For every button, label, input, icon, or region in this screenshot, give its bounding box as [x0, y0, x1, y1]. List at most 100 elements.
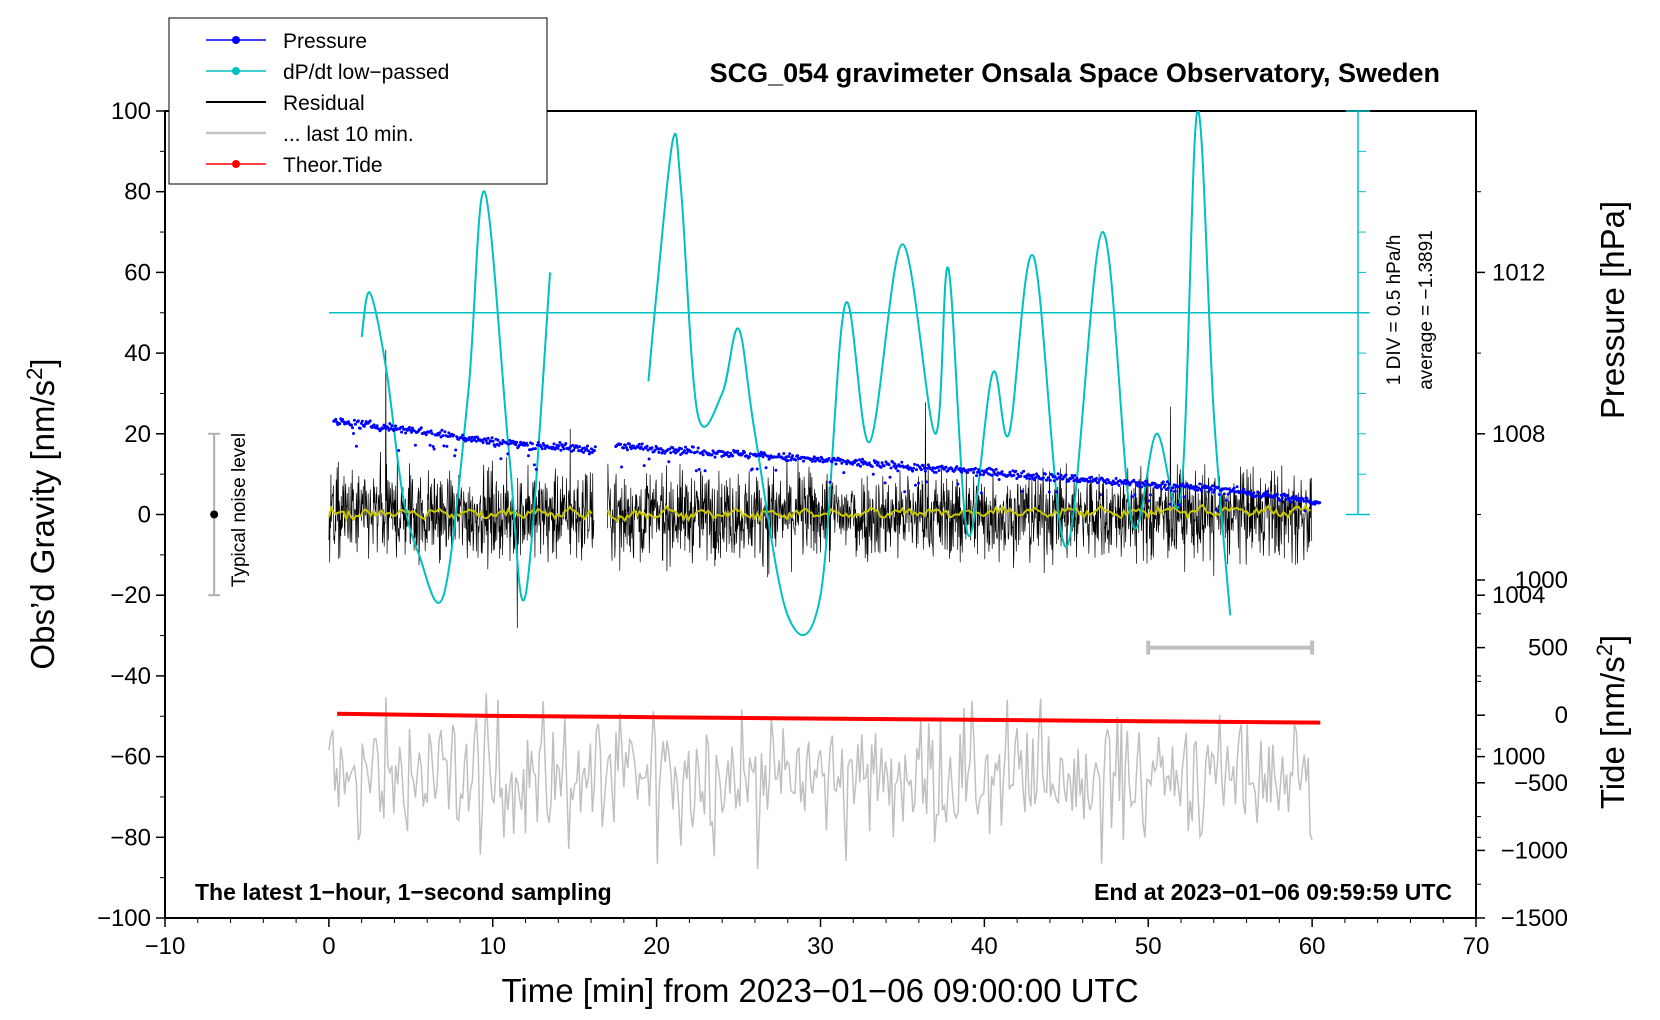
- pressure-point: [997, 478, 1001, 481]
- pressure-point: [572, 448, 576, 452]
- pressure-point: [619, 442, 623, 446]
- pressure-point: [353, 422, 357, 426]
- pressure-point: [552, 442, 556, 446]
- pressure-point: [375, 424, 379, 428]
- pressure-point: [758, 454, 762, 458]
- pressure-point: [882, 464, 886, 468]
- pressure-point: [888, 475, 892, 479]
- pressure-point: [1173, 489, 1177, 493]
- y-tick-label: 100: [111, 98, 151, 125]
- pressure-point: [892, 464, 896, 468]
- legend-label-last10: ... last 10 min.: [283, 123, 414, 146]
- pressure-point: [1192, 485, 1196, 489]
- pressure-point: [1138, 482, 1142, 486]
- pressure-point: [1303, 509, 1307, 513]
- pressure-point: [500, 442, 504, 446]
- pressure-point: [1275, 492, 1279, 496]
- pressure-point: [915, 468, 918, 472]
- y-tick-label: −60: [110, 744, 151, 771]
- pressure-point: [802, 459, 805, 463]
- y-tick-label: −80: [110, 824, 151, 851]
- pressure-point: [452, 433, 456, 437]
- pressure-point: [930, 468, 934, 472]
- annotation-bottom-right: End at 2023−01−06 09:59:59 UTC: [1094, 879, 1452, 905]
- x-axis-title: Time [min] from 2023−01−06 09:00:00 UTC: [501, 972, 1138, 1009]
- pressure-point: [855, 459, 859, 463]
- pressure-point: [820, 457, 824, 461]
- pressure-point: [1073, 474, 1077, 477]
- pressure-point: [1217, 493, 1221, 496]
- dpdt-average-label: average = −1.3891: [1416, 230, 1437, 390]
- x-tick-label: 40: [971, 933, 998, 960]
- pressure-point: [637, 442, 641, 446]
- tide-tick-label: 1000: [1515, 567, 1568, 594]
- pressure-point: [876, 461, 880, 465]
- pressure-point: [923, 469, 927, 473]
- pressure-point: [1019, 474, 1023, 478]
- pressure-point: [977, 468, 980, 472]
- pressure-point: [386, 426, 390, 430]
- pressure-point: [350, 423, 353, 427]
- pressure-point: [887, 463, 891, 467]
- pressure-point: [903, 490, 907, 494]
- annotation-bottom-left: The latest 1−hour, 1−second sampling: [195, 879, 612, 905]
- series-residual-line-1: [328, 349, 595, 629]
- pressure-point: [1098, 493, 1102, 497]
- pressure-point: [743, 451, 746, 454]
- pressure-point: [1289, 500, 1293, 504]
- pressure-point: [347, 420, 350, 424]
- pressure-point: [979, 491, 983, 495]
- x-tick-label: 60: [1299, 933, 1326, 960]
- pressure-point: [443, 430, 447, 434]
- pressure-point: [1117, 483, 1121, 487]
- y-axis-title-tide-sup: 2: [1592, 644, 1617, 656]
- pressure-tick-label: 1012: [1492, 259, 1545, 286]
- axis-layer: −10 0 10 20 30 40 50 60 70100806040200−20−40−60−…: [97, 98, 1568, 960]
- pressure-point: [867, 461, 871, 465]
- pressure-point: [430, 432, 434, 436]
- pressure-point: [388, 422, 392, 426]
- tide-tick-label: −1000: [1501, 837, 1568, 864]
- pressure-point: [1158, 484, 1162, 488]
- pressure-point: [788, 452, 792, 456]
- pressure-point: [401, 425, 405, 429]
- pressure-point: [447, 431, 451, 435]
- pressure-point: [845, 462, 849, 466]
- pressure-point: [796, 454, 800, 458]
- pressure-point: [900, 460, 904, 464]
- pressure-point: [1278, 499, 1282, 503]
- pressure-point: [481, 441, 485, 445]
- pressure-point: [351, 426, 354, 430]
- pressure-point: [1052, 479, 1056, 483]
- pressure-point: [827, 456, 831, 460]
- pressure-point: [1214, 508, 1218, 512]
- pressure-point: [917, 481, 920, 485]
- pressure-point: [1298, 499, 1302, 503]
- series-tide-line: [337, 711, 1321, 725]
- pressure-point: [710, 453, 714, 457]
- pressure-point: [432, 447, 436, 451]
- pressure-point: [650, 446, 654, 450]
- pressure-point: [445, 444, 449, 448]
- pressure-point: [653, 448, 657, 452]
- legend-label-residual: Residual: [283, 92, 365, 115]
- pressure-point: [978, 470, 981, 474]
- pressure-point: [474, 439, 478, 443]
- pressure-point: [1000, 470, 1004, 474]
- pressure-point: [1045, 478, 1049, 482]
- pressure-point: [1162, 485, 1166, 489]
- pressure-tick-label: 1008: [1492, 421, 1545, 448]
- pressure-point: [453, 454, 457, 458]
- y-axis-title-left-end: ]: [24, 358, 61, 367]
- y-axis-title-tide: Tide [nm/s2]: [1592, 635, 1631, 809]
- x-tick-label: 70: [1463, 933, 1490, 960]
- legend-label-pressure: Pressure: [283, 30, 367, 53]
- pressure-point: [1106, 478, 1110, 482]
- pressure-point: [1198, 482, 1202, 486]
- pressure-point: [639, 445, 643, 449]
- legend-marker-pressure: [232, 36, 240, 44]
- pressure-point: [750, 467, 754, 471]
- pressure-point: [1090, 475, 1093, 479]
- pressure-point: [958, 467, 962, 470]
- pressure-point: [695, 450, 699, 454]
